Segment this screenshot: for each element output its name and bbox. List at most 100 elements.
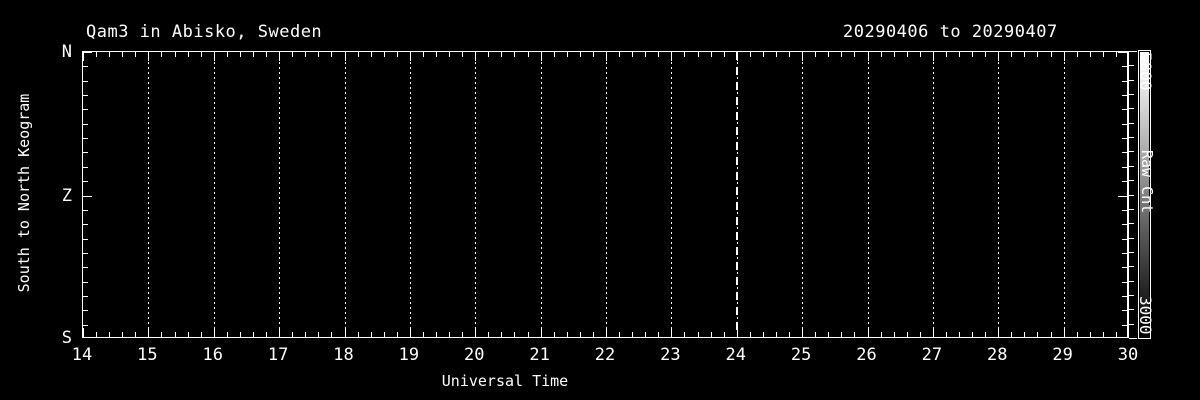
x-tick-minor [1077, 332, 1078, 337]
y-tick-minor [83, 167, 88, 168]
x-tick-minor [920, 332, 921, 337]
x-tick-major-top [606, 52, 607, 61]
x-tick-major-top [83, 52, 84, 61]
y-tick-minor [83, 224, 88, 225]
x-tick-minor [1090, 332, 1091, 337]
x-tick-label: 16 [202, 345, 223, 365]
x-axis-title: Universal Time [0, 372, 1200, 390]
x-tick-minor [384, 332, 385, 337]
y-tick-minor [1122, 282, 1127, 283]
grid-line [214, 52, 215, 337]
x-tick-label: 30 [1117, 345, 1139, 365]
grid-line [933, 52, 934, 337]
colorbar-tick [1129, 123, 1134, 124]
x-tick-label: 26 [856, 345, 877, 365]
y-tick-minor [83, 239, 88, 240]
y-tick-minor [83, 253, 88, 254]
y-tick-minor [83, 282, 88, 283]
grid-line [998, 52, 999, 337]
x-tick-minor [371, 332, 372, 337]
y-tick-minor [83, 325, 88, 326]
x-tick-minor-top [750, 52, 751, 57]
x-tick-label: 27 [921, 345, 943, 365]
x-tick-minor [358, 332, 359, 337]
x-tick-minor-top [1103, 52, 1104, 57]
x-tick-major [737, 328, 738, 337]
x-tick-minor-top [266, 52, 267, 57]
x-tick-minor-top [161, 52, 162, 57]
x-tick-minor [135, 332, 136, 337]
y-tick-minor [1122, 239, 1127, 240]
x-tick-minor [698, 332, 699, 337]
y-tick-minor [1122, 167, 1127, 168]
grid-line [1064, 52, 1065, 337]
x-tick-label: 14 [71, 345, 93, 365]
x-tick-major-top [410, 52, 411, 61]
x-tick-minor-top [645, 52, 646, 57]
plot-area [82, 51, 1128, 338]
colorbar-tick [1129, 252, 1134, 253]
x-tick-minor [109, 332, 110, 337]
x-tick-minor [436, 332, 437, 337]
x-tick-major-top [998, 52, 999, 61]
x-tick-minor [946, 332, 947, 337]
x-tick-minor [593, 332, 594, 337]
x-tick-minor [1051, 332, 1052, 337]
x-tick-minor-top [711, 52, 712, 57]
x-tick-major [410, 328, 411, 337]
x-tick-minor [96, 332, 97, 337]
x-tick-major [998, 328, 999, 337]
colorbar-tick [1129, 94, 1134, 95]
x-tick-minor-top [135, 52, 136, 57]
y-tick-minor [83, 267, 88, 268]
y-tick-minor [83, 138, 88, 139]
day-boundary-marker [736, 52, 738, 337]
grid-line [671, 52, 672, 337]
colorbar-tick [1129, 80, 1134, 81]
colorbar-tick [1129, 338, 1137, 339]
x-tick-minor-top [619, 52, 620, 57]
x-tick-minor [253, 332, 254, 337]
x-tick-major [83, 328, 84, 337]
colorbar-tick [1129, 137, 1134, 138]
x-tick-minor-top [985, 52, 986, 57]
colorbar-tick [1129, 324, 1134, 325]
x-tick-minor-top [881, 52, 882, 57]
x-tick-minor-top [841, 52, 842, 57]
colorbar [1138, 50, 1151, 339]
x-tick-minor-top [397, 52, 398, 57]
x-tick-minor [1116, 332, 1117, 337]
x-tick-minor-top [1024, 52, 1025, 57]
y-tick-minor [1122, 138, 1127, 139]
x-tick-major [606, 328, 607, 337]
x-tick-major-top [671, 52, 672, 61]
x-tick-label: 19 [398, 345, 420, 365]
x-tick-minor-top [724, 52, 725, 57]
y-tick-major [1118, 52, 1127, 53]
x-tick-major [345, 328, 346, 337]
y-tick-minor [1122, 95, 1127, 96]
x-tick-minor-top [632, 52, 633, 57]
x-tick-major [671, 328, 672, 337]
y-tick-major [1118, 196, 1127, 197]
x-tick-label: 18 [333, 345, 354, 365]
x-tick-label: 17 [267, 345, 289, 365]
x-tick-minor [514, 332, 515, 337]
x-tick-minor-top [175, 52, 176, 57]
colorbar-tick [1129, 108, 1134, 109]
y-tick-minor [1122, 81, 1127, 82]
grid-line [868, 52, 869, 337]
y-axis-title: South to North Keogram [15, 93, 33, 293]
colorbar-tick [1129, 238, 1134, 239]
x-tick-minor [175, 332, 176, 337]
grid-line [802, 52, 803, 337]
x-tick-minor [122, 332, 123, 337]
y-tick-minor [83, 95, 88, 96]
y-tick-minor [1122, 109, 1127, 110]
x-tick-minor [501, 332, 502, 337]
x-tick-minor [854, 332, 855, 337]
x-tick-major [802, 328, 803, 337]
x-tick-minor-top [227, 52, 228, 57]
y-tick-minor [83, 310, 88, 311]
x-tick-minor [397, 332, 398, 337]
